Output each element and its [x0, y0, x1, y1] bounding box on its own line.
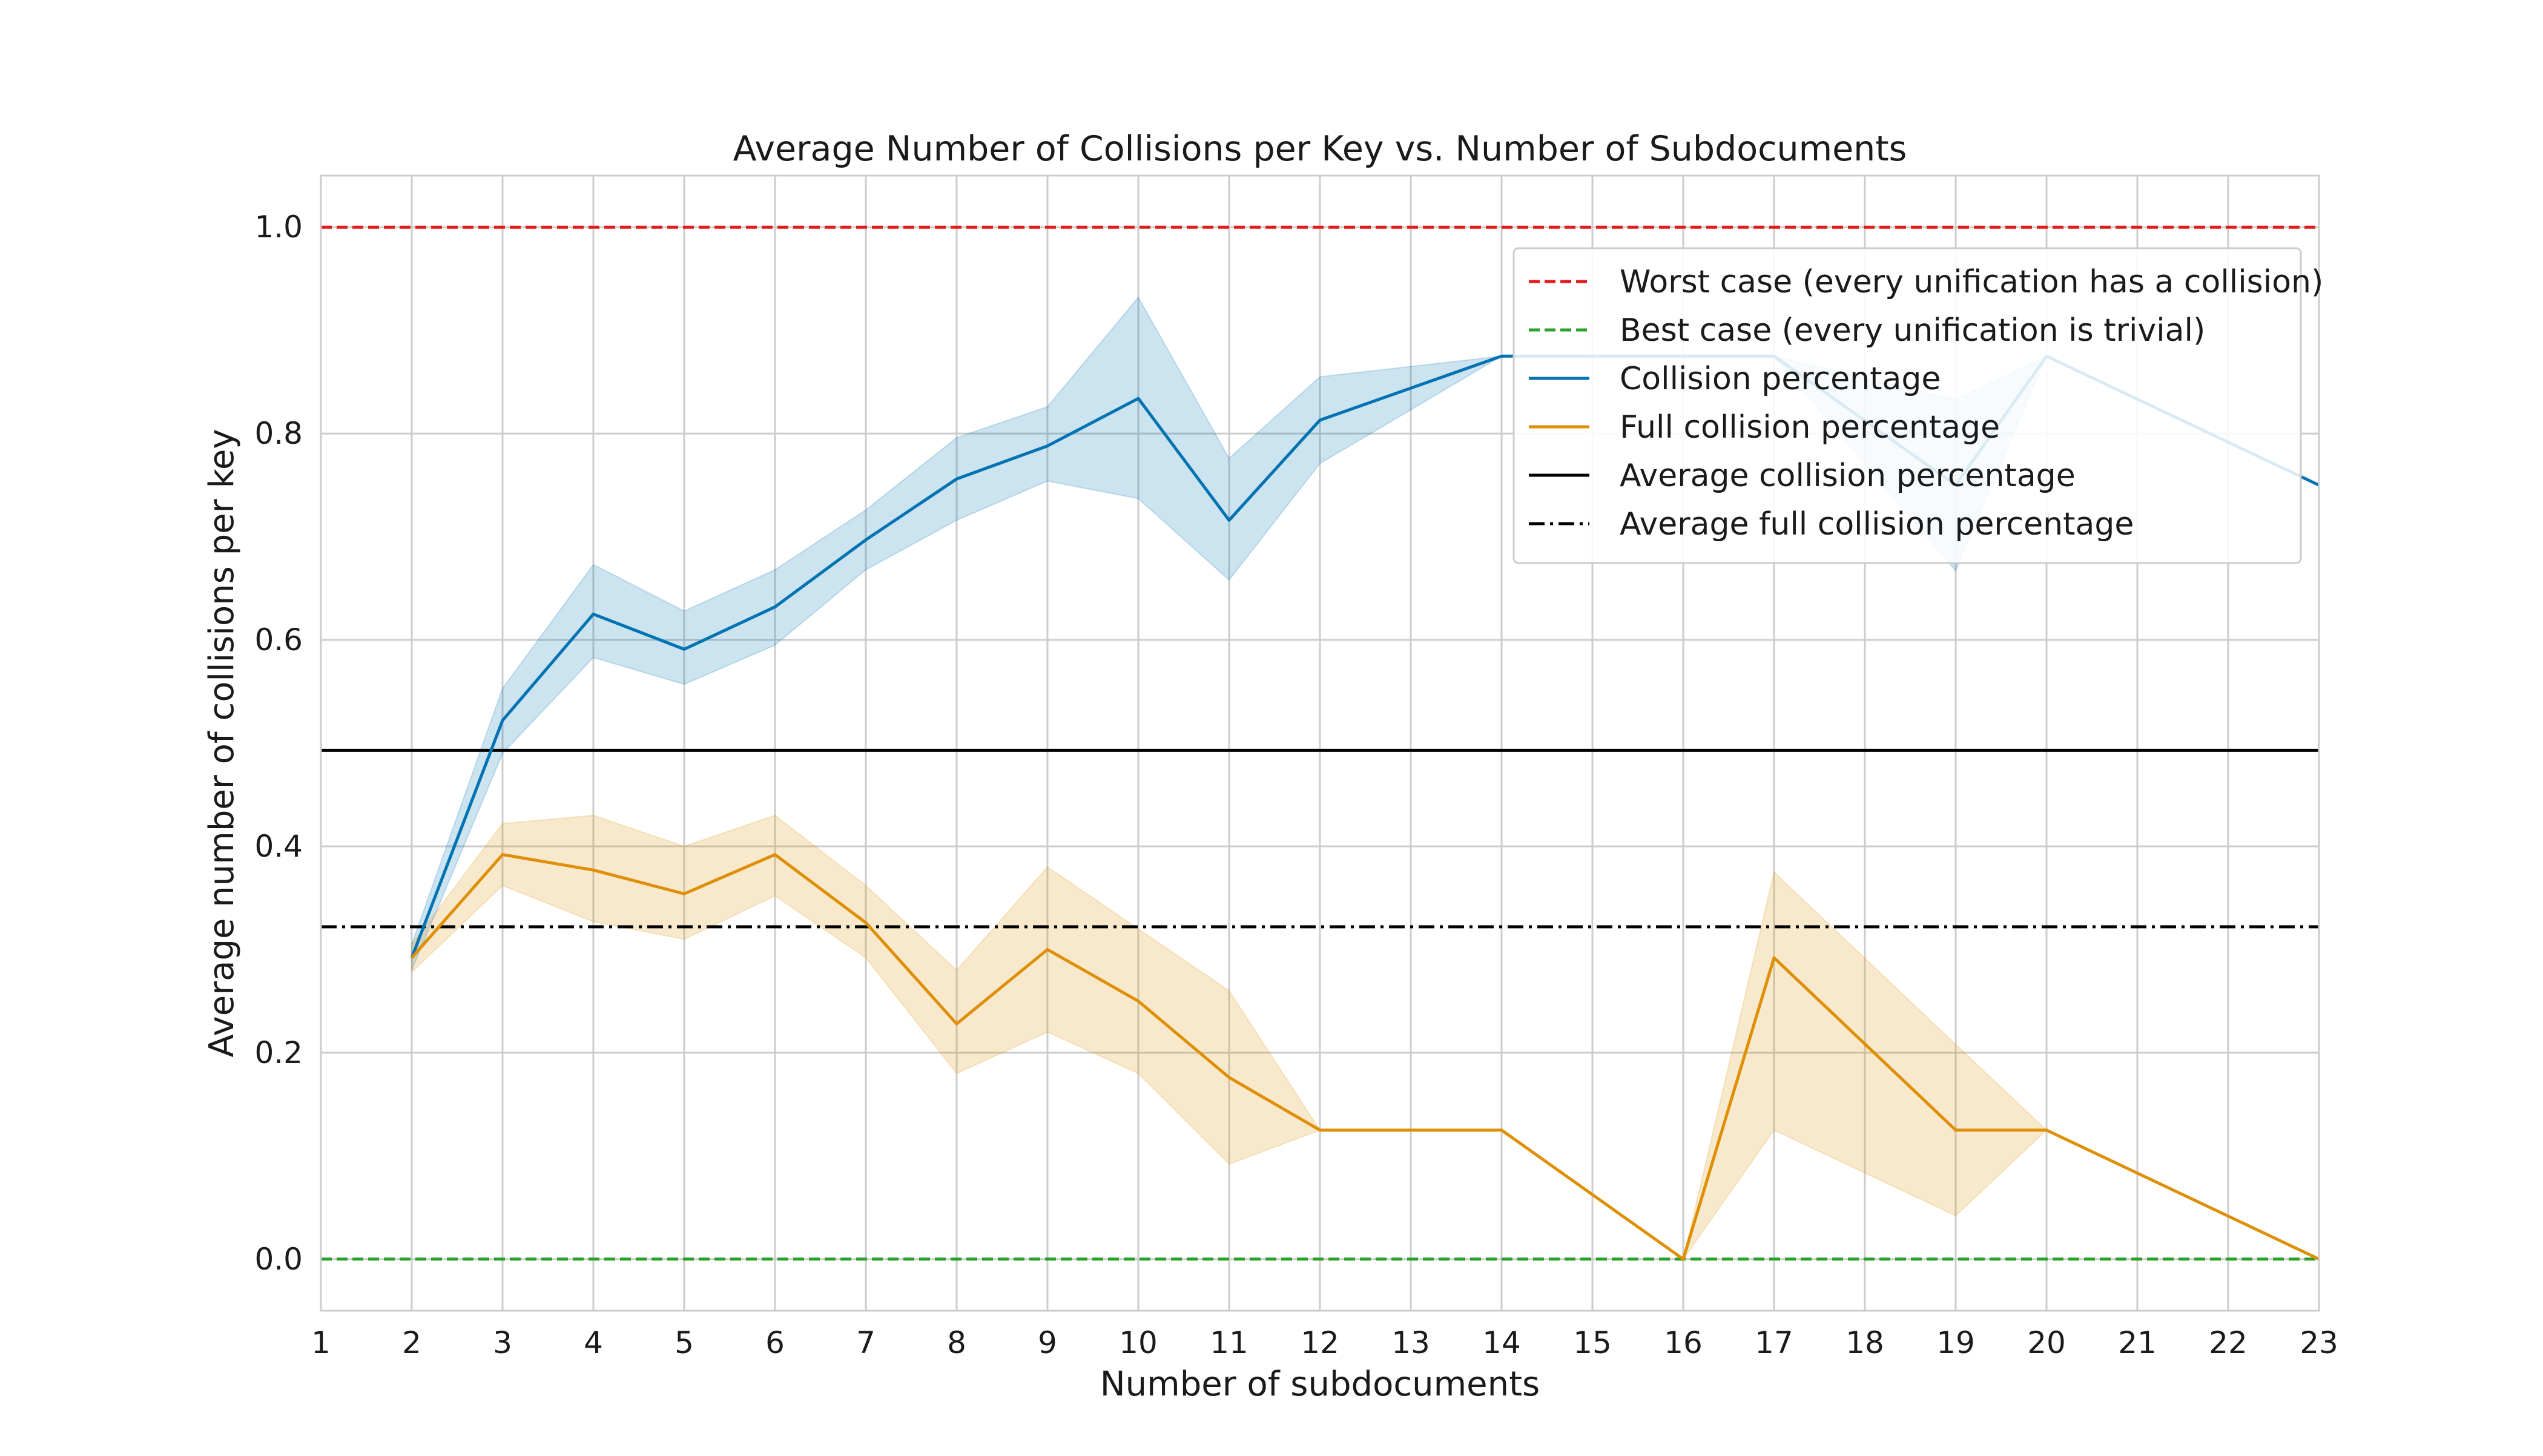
x-tick-label: 4 [584, 1325, 603, 1360]
series-line-full-collision-percentage [411, 853, 2320, 1261]
x-tick-label: 17 [1755, 1325, 1793, 1360]
tick-label-layer: 1 2 3 4 5 6 7 8 9 10 11 12 13 14 15 16 17 18 19 20 21 22 230.0… [254, 209, 2338, 1360]
legend-label: Average full collision percentage [1620, 506, 2134, 542]
x-tick-label: 6 [765, 1325, 785, 1360]
x-tick-label: 7 [856, 1325, 876, 1360]
y-tick-label: 0.2 [254, 1035, 303, 1070]
y-tick-label: 1.0 [254, 209, 303, 245]
x-tick-label: 12 [1301, 1325, 1339, 1360]
x-tick-label: 10 [1119, 1325, 1158, 1360]
x-tick-label: 11 [1210, 1325, 1248, 1360]
x-tick-label: 14 [1482, 1325, 1521, 1360]
legend-label: Best case (every unification is trivial) [1620, 312, 2205, 349]
plot-frame [320, 174, 2320, 1312]
legend-label: Full collision percentage [1620, 409, 2000, 446]
x-tick-label: 20 [2027, 1325, 2066, 1360]
y-axis-label: Average number of collisions per key [202, 429, 242, 1058]
y-tick-label: 0.6 [254, 622, 303, 657]
x-tick-label: 16 [1664, 1325, 1703, 1360]
x-tick-label: 13 [1391, 1325, 1430, 1360]
x-tick-label: 18 [1845, 1325, 1884, 1360]
chart-title: Average Number of Collisions per Key vs.… [733, 129, 1907, 169]
legend: Worst case (every unification has a coll… [1512, 247, 2323, 564]
x-axis-label: Number of subdocuments [1100, 1365, 1540, 1404]
x-tick-label: 22 [2209, 1325, 2248, 1360]
x-tick-label: 21 [2118, 1325, 2157, 1360]
x-tick-label: 8 [947, 1325, 966, 1360]
x-tick-label: 9 [1038, 1325, 1057, 1360]
x-tick-label: 23 [2300, 1325, 2338, 1360]
x-tick-label: 1 [311, 1325, 331, 1360]
y-tick-label: 0.8 [254, 416, 303, 451]
y-tick-label: 0.4 [254, 829, 303, 864]
legend-frame [1512, 247, 2302, 564]
reference-line-layer [321, 225, 2319, 1261]
legend-label: Worst case (every unification has a coll… [1620, 264, 2323, 300]
legend-label: Collision percentage [1620, 361, 1941, 397]
legend-label: Average collision percentage [1620, 458, 2076, 494]
y-tick-label: 0.0 [254, 1242, 303, 1277]
x-tick-label: 5 [675, 1325, 694, 1360]
x-tick-label: 15 [1573, 1325, 1612, 1360]
x-tick-label: 2 [402, 1325, 421, 1360]
x-tick-label: 19 [1936, 1325, 1975, 1360]
x-tick-label: 3 [493, 1325, 512, 1360]
